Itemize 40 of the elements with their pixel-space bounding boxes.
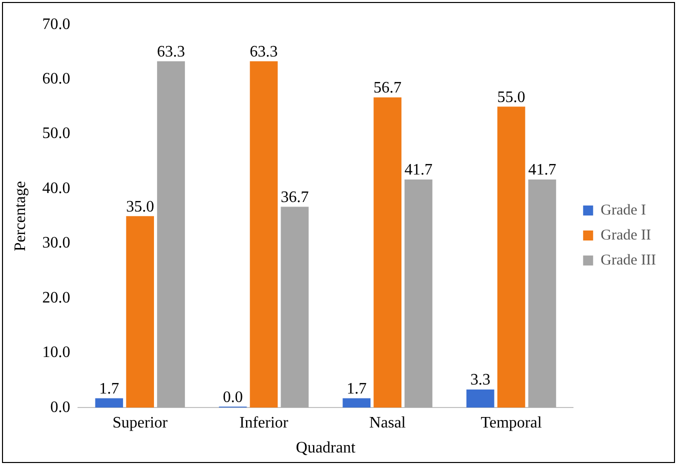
data-label: 0.0: [222, 388, 243, 406]
data-label: 3.3: [470, 372, 490, 389]
bar: [342, 398, 371, 408]
data-label: 35.0: [126, 198, 154, 216]
bar: [126, 216, 154, 408]
y-tick-label: 0.0: [50, 398, 70, 416]
data-label: 63.3: [157, 43, 185, 60]
y-tick-label: 70.0: [42, 16, 70, 33]
bar: [497, 106, 526, 408]
y-tick-label: 10.0: [42, 344, 70, 362]
data-label: 63.3: [250, 43, 278, 60]
data-label: 1.7: [99, 380, 120, 398]
x-tick-label: Nasal: [369, 414, 406, 432]
legend-label: Grade II: [600, 227, 652, 244]
y-tick-label: 50.0: [42, 125, 70, 142]
bar: [466, 390, 494, 408]
data-label: 55.0: [497, 88, 526, 106]
y-axis-title: Percentage: [12, 181, 29, 252]
legend-label: Grade I: [600, 202, 646, 218]
bar: [404, 179, 432, 408]
bar: [374, 97, 402, 408]
x-axis-title: Quadrant: [296, 440, 356, 457]
data-label: 56.7: [374, 80, 402, 97]
data-label: 36.7: [280, 189, 309, 206]
data-label: 41.7: [404, 162, 432, 179]
data-label: 41.7: [528, 162, 556, 179]
bar: [95, 398, 124, 408]
legend-label: Grade III: [600, 252, 656, 268]
y-tick-label: 30.0: [42, 234, 70, 252]
x-tick-label: Temporal: [480, 414, 542, 432]
bar: [157, 61, 185, 408]
x-tick-label: Superior: [112, 414, 168, 432]
y-tick-label: 20.0: [42, 289, 70, 306]
x-tick-label: Inferior: [239, 414, 289, 432]
bar: [280, 206, 309, 408]
y-tick-label: 40.0: [42, 180, 70, 197]
bar: [528, 179, 556, 408]
bar: [250, 61, 278, 408]
data-label: 1.7: [346, 380, 367, 398]
y-tick-label: 60.0: [42, 70, 70, 88]
